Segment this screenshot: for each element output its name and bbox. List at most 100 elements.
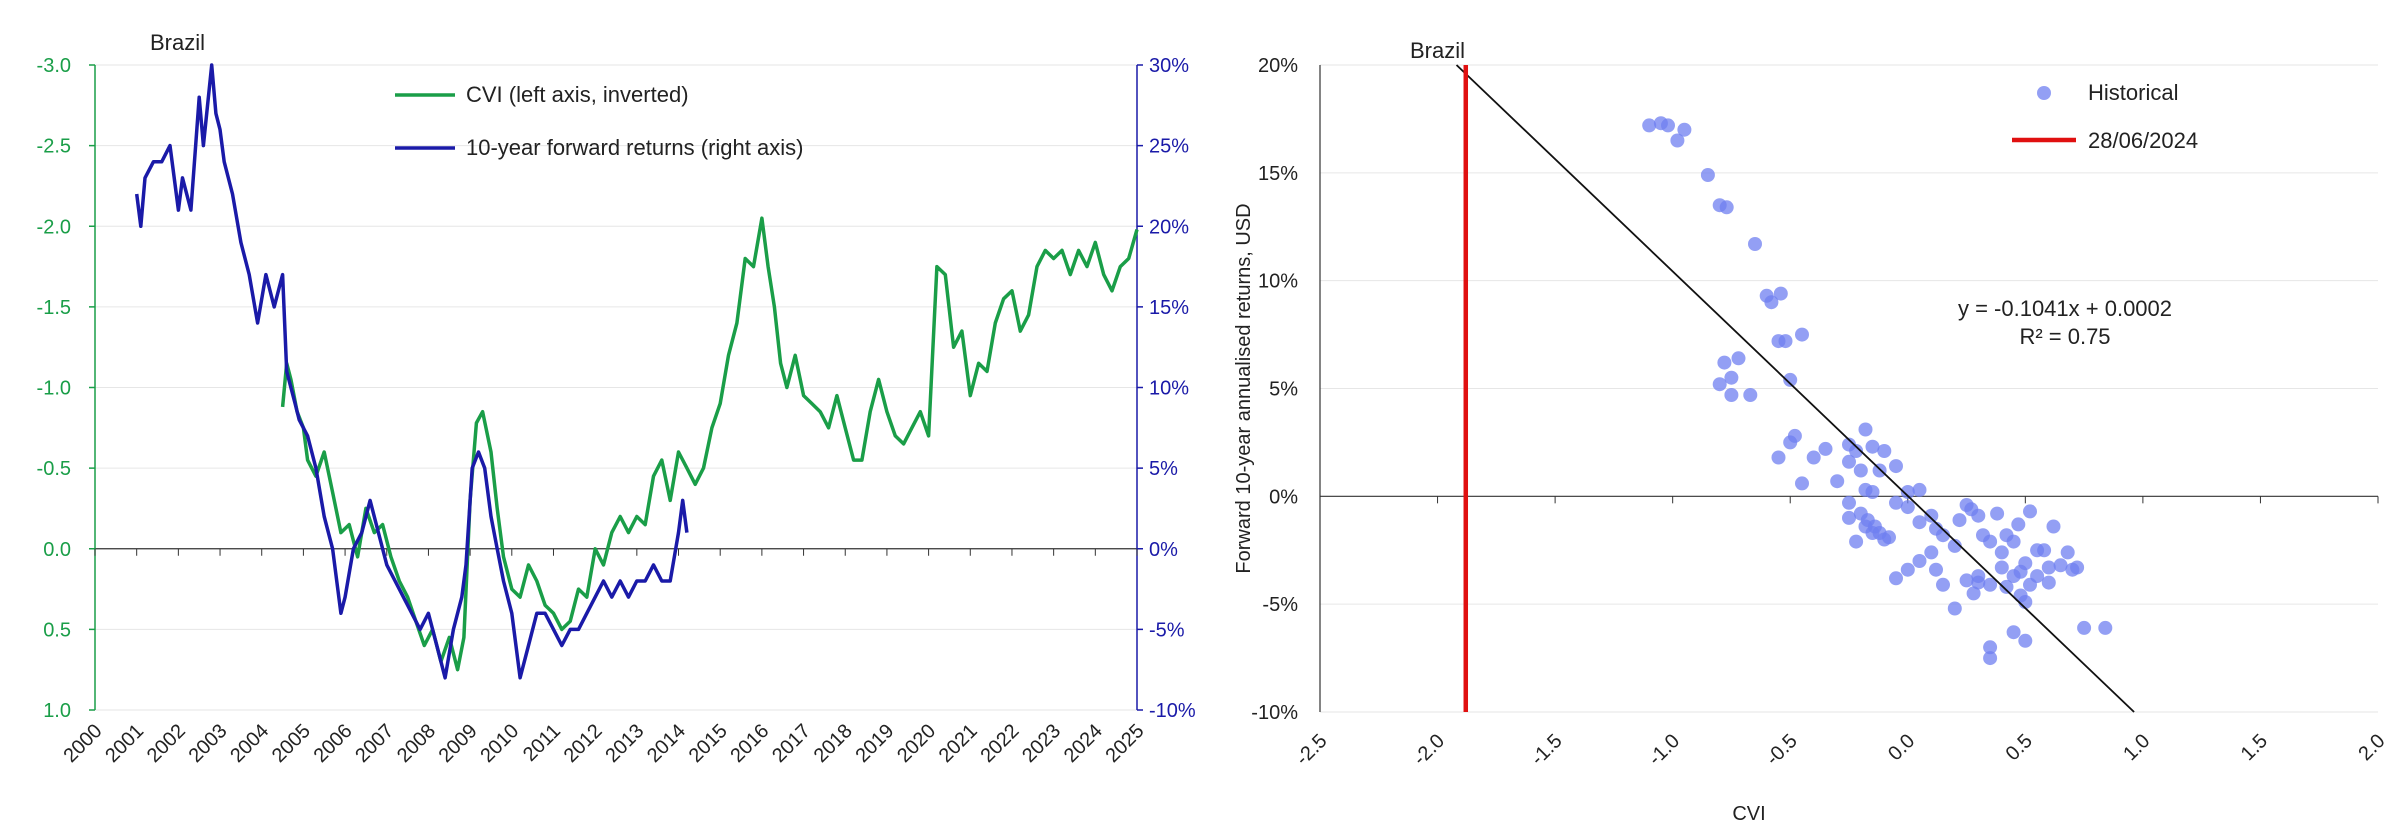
scatter-point	[1959, 573, 1974, 588]
chart-panel-timeseries: -3.0 -2.5 -2.0 -1.5 -1.0 -0.5 0.0 0.5 1.0 30% 25% 2…	[37, 30, 1196, 767]
right-tick-label: 20%	[1149, 216, 1189, 238]
legend-label-returns: 10-year forward returns (right axis)	[466, 135, 803, 160]
left-tick-label: 1.0	[43, 700, 71, 722]
scatter-point	[1994, 560, 2009, 575]
scatter-point	[1912, 482, 1927, 497]
scatter-point	[1795, 327, 1809, 342]
legend-swatch-historical	[2037, 86, 2051, 100]
left-tick-label: -0.5	[37, 458, 71, 480]
scatter-point	[2053, 558, 2068, 573]
scatter-point	[1818, 441, 1833, 456]
scatter-point	[2041, 575, 2056, 590]
chart-title: Brazil	[1410, 38, 1465, 63]
left-tick-label: -2.5	[37, 136, 71, 158]
scatter-point	[1724, 370, 1739, 385]
scatter-point	[1717, 355, 1732, 370]
r-squared-label: R² = 0.75	[2019, 324, 2110, 349]
x-tick-label: 2010	[476, 720, 523, 767]
right-tick-label: 30%	[1149, 55, 1189, 77]
scatter-point	[1999, 579, 2014, 594]
scatter-point	[2023, 577, 2037, 592]
x-tick-label: 2008	[393, 720, 440, 767]
scatter-point	[1865, 439, 1880, 454]
y-tick-label: -5%	[1262, 594, 1298, 616]
series-line-cvi	[280, 216, 1139, 672]
left-tick-label: -3.0	[37, 55, 71, 77]
timeseries-chart: -3.0 -2.5 -2.0 -1.5 -1.0 -0.5 0.0 0.5 1.0 30% 25% 2…	[37, 30, 1196, 767]
scatter-point	[1900, 485, 1915, 499]
scatter-point	[1924, 545, 1939, 560]
scatter-point	[2060, 545, 2075, 560]
x-tick-label: 2021	[935, 720, 982, 767]
x-tick-label: 0.5	[2002, 730, 2037, 765]
right-tick-label: -10%	[1149, 700, 1196, 722]
scatter-point	[1642, 118, 1657, 133]
equation-label: y = -0.1041x + 0.0002	[1958, 296, 2172, 321]
scatter-point	[1889, 571, 1903, 586]
scatter-point	[1971, 508, 1986, 523]
scatter-point	[1783, 372, 1798, 387]
x-tick-label: 2022	[976, 720, 1023, 767]
scatter-point	[1764, 295, 1779, 310]
chart-title: Brazil	[150, 30, 205, 55]
scatter-point	[1872, 463, 1887, 478]
legend-label-current: 28/06/2024	[2088, 128, 2198, 153]
scatter-point	[1929, 562, 1943, 577]
scatter-point	[1842, 454, 1856, 469]
scatter-point	[1771, 450, 1786, 465]
scatter-point	[2018, 633, 2033, 648]
right-tick-label: 0%	[1149, 539, 1178, 561]
scatter-point	[1994, 545, 2009, 560]
legend-label-historical: Historical	[2088, 80, 2178, 105]
scatter-point	[1795, 476, 1809, 491]
x-tick-label: 2.0	[2354, 730, 2389, 765]
left-tick-label: -1.5	[37, 297, 71, 319]
x-tick-label: 2011	[519, 720, 565, 766]
x-tick-label: 2000	[60, 720, 107, 767]
y-tick-label: -10%	[1251, 702, 1298, 724]
scatter-point	[1858, 422, 1873, 437]
scatter-point	[1990, 506, 2005, 521]
scatter-point	[1947, 601, 1962, 616]
scatter-point	[1773, 286, 1788, 301]
scatter-point	[1983, 640, 1998, 655]
x-tick-label: 2017	[768, 720, 815, 767]
left-tick-label: 0.0	[43, 539, 71, 561]
trend-line	[1455, 64, 2135, 713]
scatter-point	[1947, 538, 1962, 553]
y-tick-label: 10%	[1258, 271, 1298, 293]
x-tick-label: 2007	[351, 720, 398, 767]
y-tick-label: 15%	[1258, 163, 1298, 185]
left-tick-label: -1.0	[37, 378, 71, 400]
y-axis-label: Forward 10-year annualised returns, USD	[1233, 203, 1255, 573]
scatter-point	[2070, 560, 2085, 575]
scatter-point	[2011, 517, 2026, 532]
x-tick-label: 2014	[643, 720, 690, 767]
x-axis-label: CVI	[1732, 803, 1765, 825]
x-tick-label: 2023	[1018, 720, 1065, 767]
scatter-point	[2006, 534, 2021, 549]
scatter-point	[1900, 562, 1915, 577]
scatter-point	[1719, 200, 1734, 215]
scatter-point	[1971, 575, 1986, 590]
x-tick-label: 2020	[893, 720, 940, 767]
scatter-point	[1670, 133, 1685, 148]
scatter-point	[2098, 620, 2113, 635]
x-tick-label: 2025	[1102, 720, 1149, 767]
x-tick-label: 2006	[310, 720, 357, 767]
x-tick-label: 2013	[601, 720, 648, 767]
x-tick-label: 2005	[268, 720, 315, 767]
scatter-point	[1924, 508, 1939, 523]
scatter-point	[1849, 534, 1864, 549]
scatter-point	[1865, 485, 1880, 499]
x-tick-label: 1.5	[2237, 730, 2272, 765]
legend-label-cvi: CVI (left axis, inverted)	[466, 82, 689, 107]
scatter-point	[1983, 651, 1998, 666]
x-tick-label: 2018	[810, 720, 857, 767]
scatter-point	[1889, 459, 1903, 474]
scatter-point	[1787, 428, 1802, 443]
right-tick-label: 15%	[1149, 297, 1189, 319]
scatter-point	[1900, 500, 1915, 515]
x-tick-label: -0.5	[1762, 730, 1802, 770]
scatter-point	[1849, 444, 1864, 458]
